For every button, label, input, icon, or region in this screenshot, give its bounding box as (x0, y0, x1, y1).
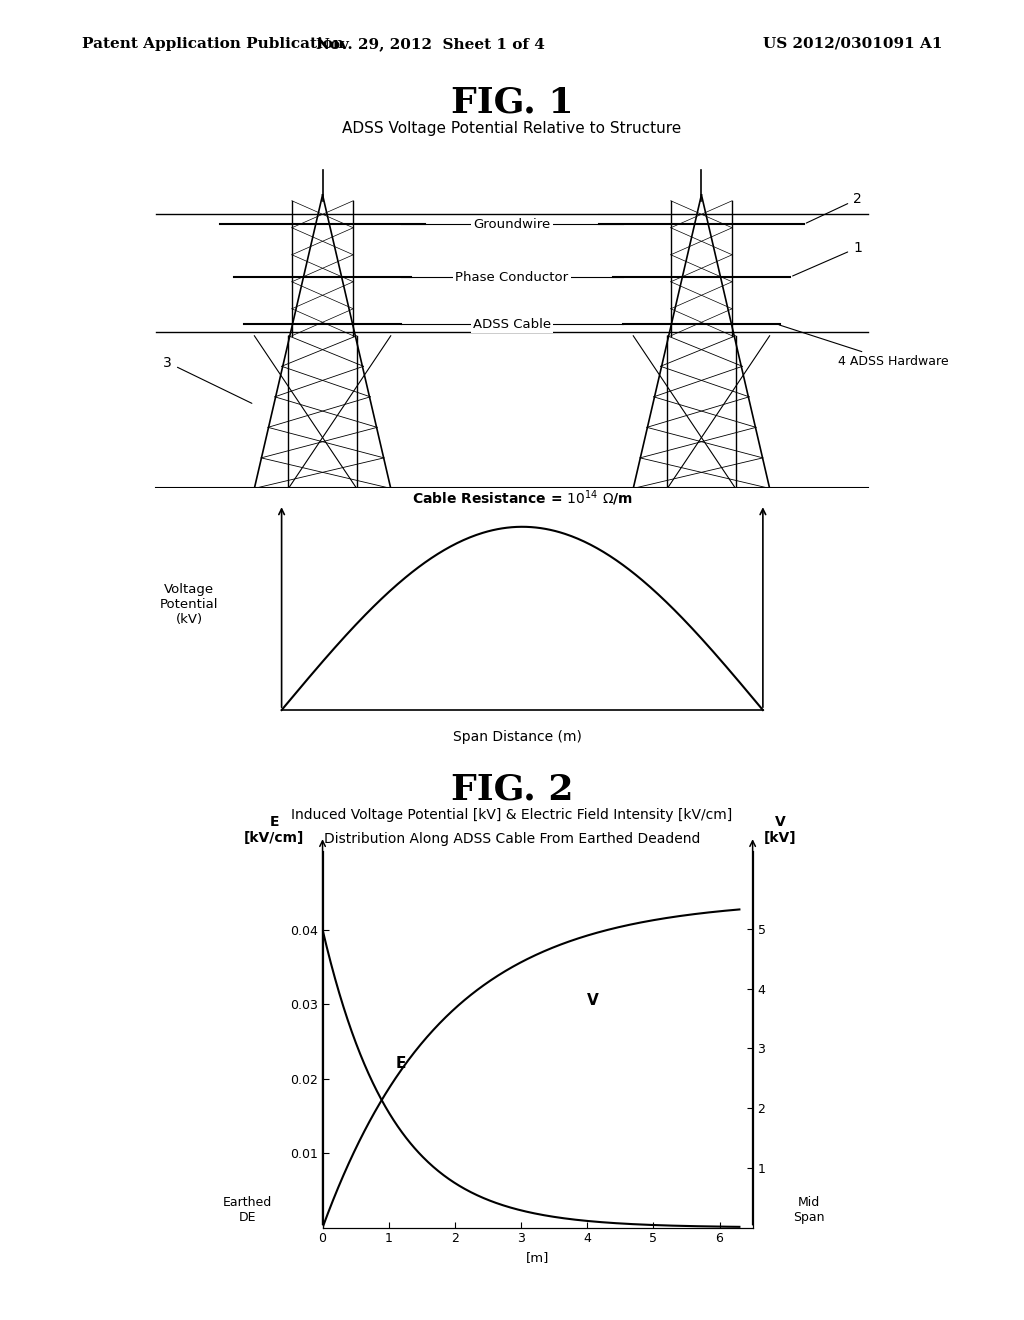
Text: Phase Conductor: Phase Conductor (456, 271, 568, 284)
Text: Induced Voltage Potential [kV] & Electric Field Intensity [kV/cm]: Induced Voltage Potential [kV] & Electri… (292, 808, 732, 822)
Text: FIG. 2: FIG. 2 (451, 772, 573, 807)
X-axis label: [m]: [m] (526, 1251, 549, 1265)
Text: E
[kV/cm]: E [kV/cm] (245, 814, 304, 845)
Text: FIG. 1: FIG. 1 (451, 86, 573, 120)
Text: Patent Application Publication: Patent Application Publication (82, 37, 344, 51)
Text: V: V (587, 993, 599, 1008)
Text: Groundwire: Groundwire (473, 218, 551, 231)
Text: Earthed
DE: Earthed DE (223, 1196, 272, 1225)
Text: Voltage
Potential
(kV): Voltage Potential (kV) (160, 583, 219, 626)
Text: Distribution Along ADSS Cable From Earthed Deadend: Distribution Along ADSS Cable From Earth… (324, 832, 700, 846)
Text: ADSS Voltage Potential Relative to Structure: ADSS Voltage Potential Relative to Struc… (342, 121, 682, 136)
Text: Cable Resistance = $10^{14}$ $\Omega$/m: Cable Resistance = $10^{14}$ $\Omega$/m (412, 488, 633, 508)
Text: US 2012/0301091 A1: US 2012/0301091 A1 (763, 37, 942, 51)
Text: Span Distance (m): Span Distance (m) (453, 730, 582, 744)
Text: E: E (395, 1056, 406, 1072)
Text: Mid
Span: Mid Span (794, 1196, 824, 1225)
Text: 3: 3 (164, 355, 252, 404)
Text: ADSS Cable: ADSS Cable (473, 318, 551, 330)
Text: 1: 1 (793, 240, 862, 276)
Text: 4 ADSS Hardware: 4 ADSS Hardware (779, 325, 948, 368)
Text: 2: 2 (806, 193, 862, 223)
Text: Nov. 29, 2012  Sheet 1 of 4: Nov. 29, 2012 Sheet 1 of 4 (315, 37, 545, 51)
Text: V
[kV]: V [kV] (764, 814, 797, 845)
